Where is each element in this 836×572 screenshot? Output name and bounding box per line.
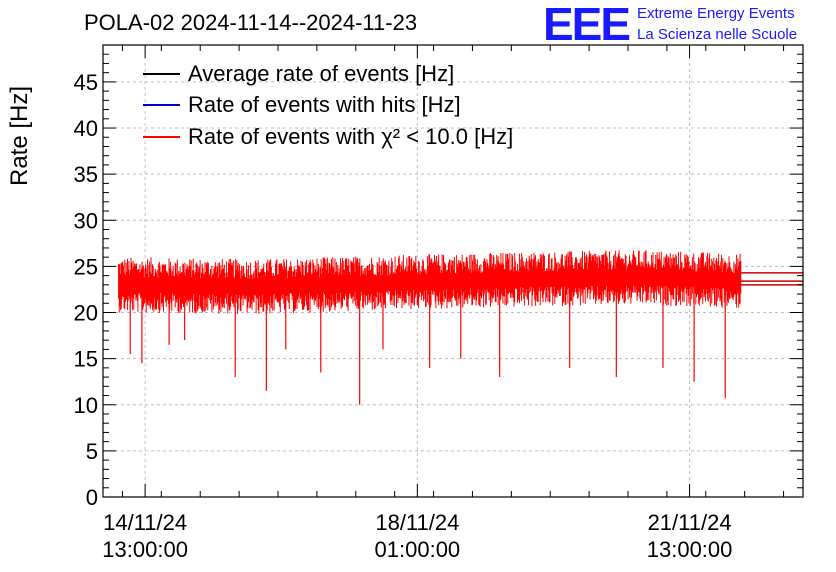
eee-subtitle-line2: La Scienza nelle Scuole (637, 26, 797, 43)
x-tick-label-time: 01:00:00 (375, 537, 461, 562)
x-tick-label-time: 13:00:00 (647, 537, 733, 562)
y-tick-label: 40 (74, 116, 98, 141)
y-tick-label: 25 (74, 254, 98, 279)
y-axis-label: Rate [Hz] (6, 86, 33, 186)
eee-logo: EEE (543, 0, 629, 50)
legend-label-hits: Rate of events with hits [Hz] (188, 92, 461, 117)
y-tick-label: 20 (74, 301, 98, 326)
x-tick-label-date: 18/11/24 (375, 510, 459, 535)
legend: Average rate of events [Hz] Rate of even… (143, 61, 513, 149)
x-tick-label-time: 13:00:00 (102, 537, 188, 562)
legend-label-average: Average rate of events [Hz] (188, 61, 454, 86)
plot-frame (102, 44, 804, 498)
y-tick-label: 35 (74, 162, 98, 187)
data-series (118, 250, 803, 405)
axes: 05101520253035404514/11/2413:00:0018/11/… (74, 44, 804, 562)
y-tick-label: 0 (86, 485, 98, 510)
y-tick-label: 15 (74, 347, 98, 372)
eee-subtitle-line1: Extreme Energy Events (637, 5, 795, 22)
x-tick-label-date: 21/11/24 (648, 510, 732, 535)
y-tick-label: 45 (74, 70, 98, 95)
y-tick-label: 5 (86, 439, 98, 464)
x-tick-label-date: 14/11/24 (103, 510, 187, 535)
y-tick-label: 30 (74, 208, 98, 233)
chart-title: POLA-02 2024-11-14--2024-11-23 (84, 10, 417, 35)
y-tick-label: 10 (74, 393, 98, 418)
series-chi2-trace (118, 250, 742, 314)
legend-label-chi2: Rate of events with χ² < 10.0 [Hz] (188, 124, 513, 149)
